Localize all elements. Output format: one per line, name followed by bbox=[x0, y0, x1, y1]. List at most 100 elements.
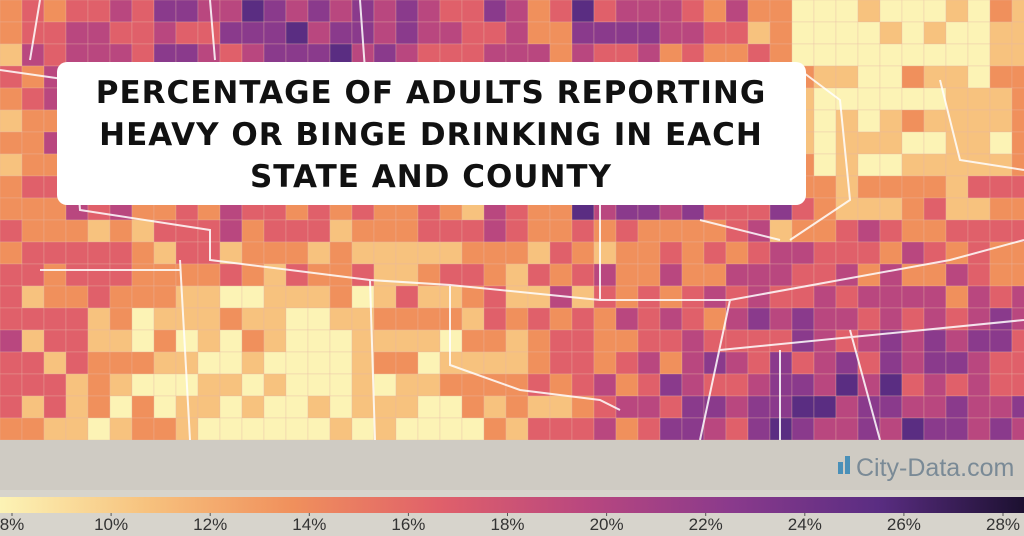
county bbox=[43, 241, 67, 265]
county bbox=[43, 285, 67, 309]
county bbox=[549, 307, 573, 331]
county bbox=[505, 285, 529, 309]
county bbox=[791, 351, 815, 375]
county bbox=[857, 153, 881, 177]
county bbox=[681, 21, 705, 45]
county bbox=[923, 351, 947, 375]
county bbox=[65, 241, 89, 265]
county bbox=[153, 417, 177, 440]
county bbox=[241, 241, 265, 265]
county bbox=[967, 307, 991, 331]
county bbox=[197, 373, 221, 397]
county bbox=[901, 175, 925, 199]
county bbox=[857, 241, 881, 265]
county bbox=[263, 219, 287, 243]
county bbox=[21, 373, 45, 397]
county bbox=[21, 131, 45, 155]
county bbox=[637, 373, 661, 397]
county bbox=[131, 329, 155, 353]
county bbox=[373, 395, 397, 419]
county bbox=[87, 285, 111, 309]
county bbox=[461, 263, 485, 287]
county bbox=[373, 219, 397, 243]
county bbox=[285, 263, 309, 287]
county bbox=[461, 373, 485, 397]
county bbox=[813, 109, 837, 133]
county bbox=[769, 21, 793, 45]
county bbox=[923, 109, 947, 133]
county bbox=[527, 0, 551, 23]
county bbox=[901, 395, 925, 419]
county bbox=[43, 351, 67, 375]
watermark: City-Data.com bbox=[856, 454, 1014, 482]
county bbox=[945, 0, 969, 23]
county bbox=[197, 285, 221, 309]
county bbox=[241, 307, 265, 331]
county bbox=[725, 395, 749, 419]
county bbox=[0, 285, 23, 309]
county bbox=[109, 307, 133, 331]
county bbox=[967, 0, 991, 23]
county bbox=[593, 373, 617, 397]
county bbox=[967, 219, 991, 243]
county bbox=[989, 65, 1013, 89]
county bbox=[637, 417, 661, 440]
county bbox=[725, 21, 749, 45]
county bbox=[65, 285, 89, 309]
county bbox=[857, 307, 881, 331]
county bbox=[395, 285, 419, 309]
county bbox=[835, 351, 859, 375]
county bbox=[153, 241, 177, 265]
county bbox=[989, 87, 1013, 111]
county bbox=[703, 307, 727, 331]
county bbox=[417, 285, 441, 309]
county bbox=[571, 21, 595, 45]
county bbox=[439, 241, 463, 265]
county bbox=[989, 285, 1013, 309]
tick-label: 18% bbox=[490, 515, 524, 534]
county bbox=[615, 0, 639, 23]
county bbox=[395, 395, 419, 419]
county bbox=[571, 241, 595, 265]
county bbox=[857, 197, 881, 221]
county bbox=[923, 197, 947, 221]
county bbox=[571, 417, 595, 440]
county bbox=[879, 197, 903, 221]
county bbox=[263, 417, 287, 440]
county bbox=[901, 153, 925, 177]
county bbox=[461, 417, 485, 440]
county bbox=[945, 87, 969, 111]
county bbox=[175, 219, 199, 243]
county bbox=[1011, 307, 1024, 331]
county bbox=[879, 373, 903, 397]
state-borders bbox=[0, 0, 1024, 441]
county bbox=[593, 307, 617, 331]
county bbox=[527, 351, 551, 375]
county bbox=[219, 0, 243, 23]
county bbox=[879, 153, 903, 177]
county bbox=[945, 395, 969, 419]
county bbox=[791, 285, 815, 309]
county bbox=[87, 307, 111, 331]
county bbox=[241, 395, 265, 419]
county bbox=[505, 329, 529, 353]
county bbox=[549, 0, 573, 23]
county bbox=[153, 373, 177, 397]
county bbox=[351, 351, 375, 375]
county bbox=[219, 263, 243, 287]
county bbox=[593, 329, 617, 353]
county bbox=[395, 241, 419, 265]
county bbox=[879, 21, 903, 45]
county bbox=[87, 0, 111, 23]
county bbox=[813, 131, 837, 155]
county bbox=[571, 219, 595, 243]
tick-label: 22% bbox=[689, 515, 723, 534]
county bbox=[439, 395, 463, 419]
county bbox=[747, 329, 771, 353]
county bbox=[967, 395, 991, 419]
county bbox=[21, 241, 45, 265]
county bbox=[197, 351, 221, 375]
county bbox=[945, 153, 969, 177]
county bbox=[395, 0, 419, 23]
county bbox=[945, 197, 969, 221]
